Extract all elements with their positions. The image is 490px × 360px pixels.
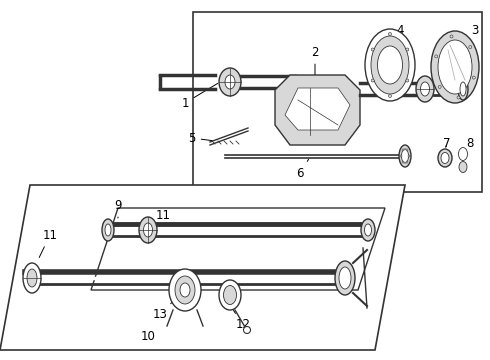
Polygon shape	[285, 88, 350, 130]
Text: 12: 12	[234, 310, 250, 332]
Ellipse shape	[335, 261, 355, 295]
Ellipse shape	[219, 68, 241, 96]
Ellipse shape	[389, 32, 392, 36]
Ellipse shape	[175, 276, 195, 304]
Polygon shape	[91, 208, 385, 290]
Ellipse shape	[27, 269, 37, 287]
Ellipse shape	[377, 46, 402, 84]
Text: 11: 11	[39, 229, 57, 257]
Ellipse shape	[450, 35, 453, 38]
Ellipse shape	[144, 223, 152, 237]
Ellipse shape	[244, 327, 250, 333]
Polygon shape	[275, 75, 360, 145]
Ellipse shape	[371, 48, 374, 51]
Ellipse shape	[406, 149, 408, 151]
Text: 10: 10	[141, 330, 155, 343]
Ellipse shape	[408, 155, 410, 157]
Ellipse shape	[435, 55, 438, 58]
Bar	[193, 12, 482, 192]
Ellipse shape	[401, 149, 409, 163]
Ellipse shape	[219, 280, 241, 310]
Ellipse shape	[416, 76, 434, 102]
Ellipse shape	[438, 40, 472, 94]
Ellipse shape	[399, 145, 411, 167]
Ellipse shape	[431, 31, 479, 103]
Text: 8: 8	[465, 136, 474, 153]
Ellipse shape	[406, 48, 409, 51]
Ellipse shape	[169, 269, 201, 311]
Ellipse shape	[365, 29, 415, 101]
Ellipse shape	[469, 46, 472, 49]
Ellipse shape	[225, 75, 235, 89]
Ellipse shape	[457, 96, 460, 99]
Text: 9: 9	[114, 198, 122, 218]
Text: 11: 11	[148, 208, 171, 222]
Ellipse shape	[406, 79, 409, 82]
Text: 1: 1	[181, 84, 218, 109]
Polygon shape	[0, 185, 405, 350]
Ellipse shape	[339, 267, 351, 289]
Ellipse shape	[460, 82, 466, 96]
Ellipse shape	[361, 219, 375, 241]
Ellipse shape	[406, 161, 408, 163]
Ellipse shape	[402, 149, 404, 151]
Text: 5: 5	[188, 131, 212, 144]
Text: 4: 4	[390, 23, 404, 40]
Ellipse shape	[365, 224, 371, 236]
Ellipse shape	[180, 283, 190, 297]
Text: 13: 13	[152, 298, 176, 321]
Ellipse shape	[402, 161, 404, 163]
Text: 2: 2	[311, 45, 319, 87]
Text: 3: 3	[457, 23, 479, 46]
Text: 6: 6	[296, 159, 309, 180]
Ellipse shape	[438, 85, 441, 89]
Ellipse shape	[438, 149, 452, 167]
Ellipse shape	[105, 224, 111, 236]
Ellipse shape	[458, 78, 468, 100]
Ellipse shape	[139, 217, 157, 243]
Ellipse shape	[371, 79, 374, 82]
Ellipse shape	[459, 162, 467, 172]
Ellipse shape	[441, 153, 449, 163]
Ellipse shape	[371, 36, 409, 94]
Ellipse shape	[472, 76, 475, 79]
Ellipse shape	[23, 263, 41, 293]
Ellipse shape	[389, 95, 392, 98]
Text: 7: 7	[443, 136, 451, 149]
Ellipse shape	[420, 82, 430, 96]
Ellipse shape	[400, 155, 402, 157]
Ellipse shape	[223, 285, 237, 305]
Ellipse shape	[102, 219, 114, 241]
Ellipse shape	[459, 148, 467, 161]
